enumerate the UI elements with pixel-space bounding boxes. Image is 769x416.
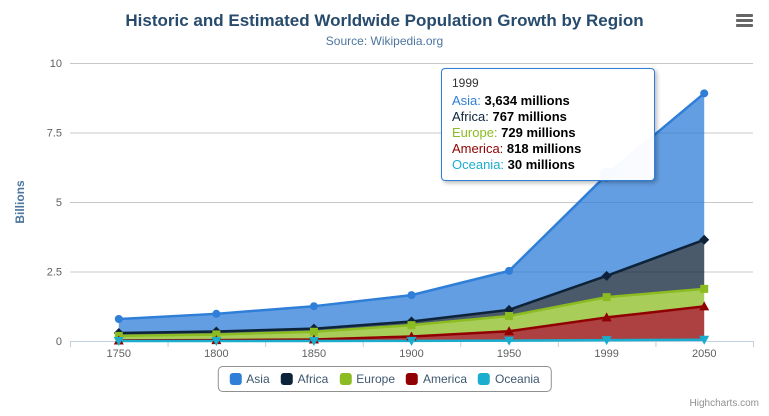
svg-text:7.5: 7.5 — [47, 128, 62, 140]
hamburger-bar — [736, 19, 753, 22]
markers-asia[interactable] — [114, 89, 709, 324]
tooltip-row-europe: Europe: 729 millions — [452, 125, 576, 140]
tooltip-row-america: America: 818 millions — [452, 141, 582, 156]
svg-text:1850: 1850 — [302, 348, 326, 360]
legend-item-oceania[interactable]: Oceania — [478, 372, 540, 386]
svg-text:1950: 1950 — [497, 348, 521, 360]
legend-item-asia[interactable]: Asia — [229, 372, 270, 386]
legend: Asia Africa Europe America Oceania — [217, 366, 552, 392]
tooltip-row-oceania: Oceania: 30 millions — [452, 157, 575, 172]
hamburger-bar — [736, 24, 753, 27]
svg-text:2050: 2050 — [692, 348, 716, 360]
legend-item-europe[interactable]: Europe — [339, 372, 395, 386]
tooltip-row-asia: Asia: 3,634 millions — [452, 93, 570, 108]
tooltip-rows: Asia: 3,634 millions Africa: 767 millions… — [452, 93, 644, 173]
legend-swatch-icon — [339, 373, 352, 385]
legend-swatch-icon — [229, 373, 242, 385]
legend-label: Asia — [246, 372, 270, 386]
legend-swatch-icon — [280, 373, 293, 385]
svg-text:0: 0 — [56, 336, 62, 348]
svg-text:1750: 1750 — [107, 348, 131, 360]
legend-item-america[interactable]: America — [406, 372, 467, 386]
svg-text:10: 10 — [50, 58, 62, 70]
markers-oceania[interactable] — [113, 335, 710, 346]
legend-label: America — [423, 372, 468, 386]
chart-subtitle: Source: Wikipedia.org — [325, 34, 444, 48]
legend-swatch-icon — [478, 373, 491, 385]
y-axis-title: Billions — [13, 180, 27, 224]
svg-text:1999: 1999 — [594, 348, 618, 360]
hamburger-menu-icon[interactable] — [736, 14, 753, 27]
svg-text:2.5: 2.5 — [47, 267, 62, 279]
legend-label: Europe — [356, 372, 396, 386]
y-axis-labels: 0 2.5 5 7.5 10 — [47, 58, 62, 348]
tooltip-row-africa: Africa: 767 millions — [452, 109, 567, 124]
credits-link[interactable]: Highcharts.com — [689, 398, 759, 409]
chart-title: Historic and Estimated Worldwide Populat… — [125, 11, 644, 30]
hamburger-bar — [736, 14, 753, 17]
tooltip-header: 1999 — [452, 76, 479, 90]
svg-text:1800: 1800 — [204, 348, 228, 360]
legend-item-africa[interactable]: Africa — [280, 372, 329, 386]
svg-text:1900: 1900 — [399, 348, 423, 360]
legend-swatch-icon — [406, 373, 419, 385]
svg-text:5: 5 — [56, 197, 62, 209]
legend-label: Africa — [297, 372, 329, 386]
legend-label: Oceania — [495, 372, 540, 386]
x-axis-labels: 1750 1800 1850 1900 1950 1999 2050 — [107, 348, 717, 360]
tooltip: 1999 Asia: 3,634 millions Africa: 767 mil… — [441, 68, 655, 181]
